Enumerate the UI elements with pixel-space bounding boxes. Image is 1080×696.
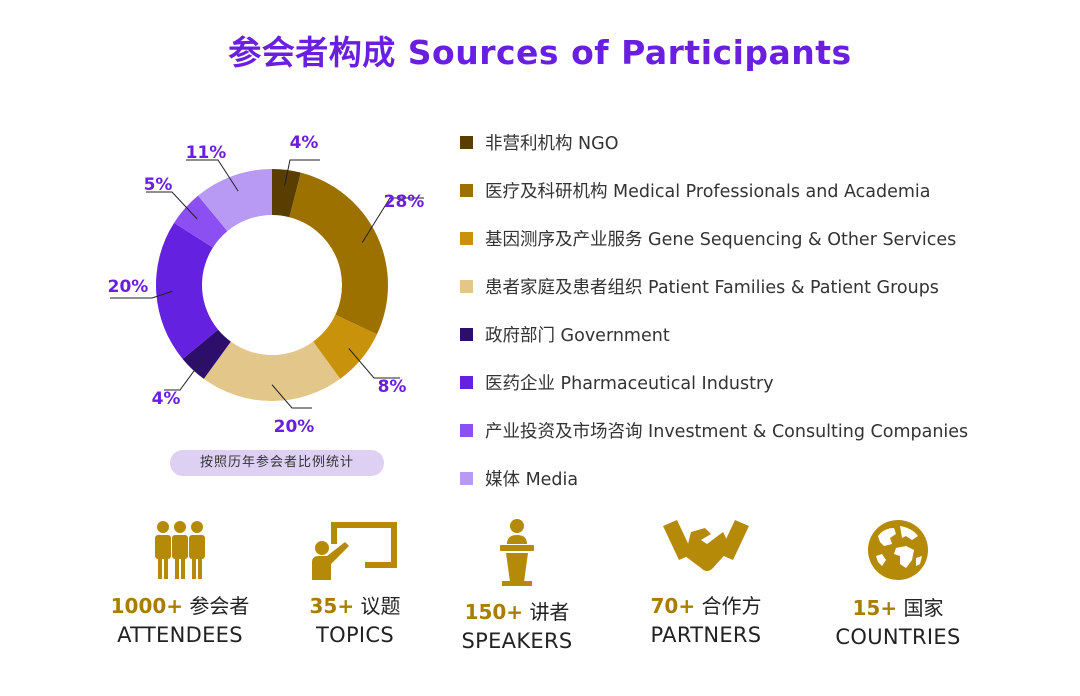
legend-label: 患者家庭及患者组织 Patient Families & Patient Gro… <box>485 277 939 298</box>
stat-speakers: 150+ 讲者 SPEAKERS <box>417 518 617 653</box>
leader-line-4 <box>164 357 205 391</box>
attendees-number: 1000+ <box>110 594 184 618</box>
donut-slice-4 <box>182 329 231 379</box>
attendees-en: ATTENDEES <box>117 623 243 647</box>
speakers-number: 150+ <box>464 600 524 624</box>
topics-en: TOPICS <box>315 623 394 647</box>
countries-en: COUNTRIES <box>835 625 961 649</box>
handshake-icon <box>663 520 749 571</box>
legend-label: 政府部门 Government <box>485 325 670 346</box>
leader-line-7 <box>186 159 239 192</box>
topics-cn: 议题 <box>360 594 401 618</box>
presentation-icon <box>312 522 397 580</box>
speakers-en: SPEAKERS <box>461 629 573 653</box>
legend-swatch <box>460 327 473 341</box>
countries-cn: 国家 <box>903 596 944 620</box>
slice-label-1: 28% <box>384 192 425 212</box>
legend-swatch <box>460 423 473 437</box>
stat-attendees: 1000+ 参会者 ATTENDEES <box>80 518 280 647</box>
page-title: 参会者构成 Sources of Participants <box>228 33 852 72</box>
legend-swatch <box>460 231 473 245</box>
legend-item: 政府部门 Government <box>460 310 1060 358</box>
legend-item: 媒体 Media <box>460 454 1060 502</box>
slice-label-6: 5% <box>144 175 173 195</box>
legend-swatch <box>460 279 473 293</box>
legend-item: 非营利机构 NGO <box>460 118 1060 166</box>
donut-slice-3 <box>203 341 341 401</box>
legend-label: 医疗及科研机构 Medical Professionals and Academ… <box>485 181 931 202</box>
globe-icon <box>868 520 928 580</box>
statistics-note: 按照历年参会者比例统计 <box>170 450 384 476</box>
leader-line-3 <box>271 384 312 409</box>
donut-slice-7 <box>198 169 272 232</box>
leader-line-6 <box>146 191 198 220</box>
slice-label-0: 4% <box>290 133 319 153</box>
donut-slice-1 <box>289 172 388 335</box>
stat-partners: 70+ 合作方 PARTNERS <box>606 518 806 647</box>
legend-item: 医疗及科研机构 Medical Professionals and Academ… <box>460 166 1060 214</box>
podium-icon <box>500 519 534 586</box>
donut-slice-0 <box>272 169 301 218</box>
donut-slice-5 <box>155 222 219 359</box>
legend-item: 患者家庭及患者组织 Patient Families & Patient Gro… <box>460 262 1060 310</box>
legend-swatch <box>460 183 473 197</box>
legend-label: 医药企业 Pharmaceutical Industry <box>485 373 774 394</box>
partners-cn: 合作方 <box>701 594 762 618</box>
legend-label: 基因测序及产业服务 Gene Sequencing & Other Servic… <box>485 229 957 250</box>
stat-countries: 15+ 国家 COUNTRIES <box>798 518 998 649</box>
slice-label-3: 20% <box>274 417 315 437</box>
legend-item: 产业投资及市场咨询 Investment & Consulting Compan… <box>460 406 1060 454</box>
chart-legend: 非营利机构 NGO 医疗及科研机构 Medical Professionals a… <box>460 118 1060 502</box>
legend-swatch <box>460 471 473 485</box>
legend-swatch <box>460 375 473 389</box>
people-icon <box>155 521 205 579</box>
legend-item: 医药企业 Pharmaceutical Industry <box>460 358 1060 406</box>
legend-label: 产业投资及市场咨询 Investment & Consulting Compan… <box>485 421 969 442</box>
slice-label-7: 11% <box>186 143 227 163</box>
stats-row: 1000+ 参会者 ATTENDEES 35+ 议题 TOPICS 150+ 讲… <box>0 518 1080 678</box>
legend-item: 基因测序及产业服务 Gene Sequencing & Other Servic… <box>460 214 1060 262</box>
leader-line-5 <box>110 290 173 299</box>
countries-number: 15+ <box>852 596 898 620</box>
legend-swatch <box>460 135 473 149</box>
leader-line-1 <box>361 197 424 243</box>
slice-label-5: 20% <box>108 277 149 297</box>
legend-label: 非营利机构 NGO <box>485 133 619 154</box>
partners-en: PARTNERS <box>650 623 762 647</box>
slice-label-2: 8% <box>378 377 407 397</box>
attendees-cn: 参会者 <box>189 594 250 618</box>
legend-label: 媒体 Media <box>485 469 579 490</box>
donut-chart: 4% 28% 8% 20% 4% 20% 5% 11% <box>108 133 425 437</box>
partners-number: 70+ <box>650 594 696 618</box>
speakers-cn: 讲者 <box>529 600 570 624</box>
donut-slice-2 <box>313 314 377 379</box>
topics-number: 35+ <box>309 594 355 618</box>
stat-topics: 35+ 议题 TOPICS <box>255 518 455 647</box>
leader-line-2 <box>348 348 400 379</box>
leader-line-0 <box>284 159 320 187</box>
slice-label-4: 4% <box>152 389 181 409</box>
